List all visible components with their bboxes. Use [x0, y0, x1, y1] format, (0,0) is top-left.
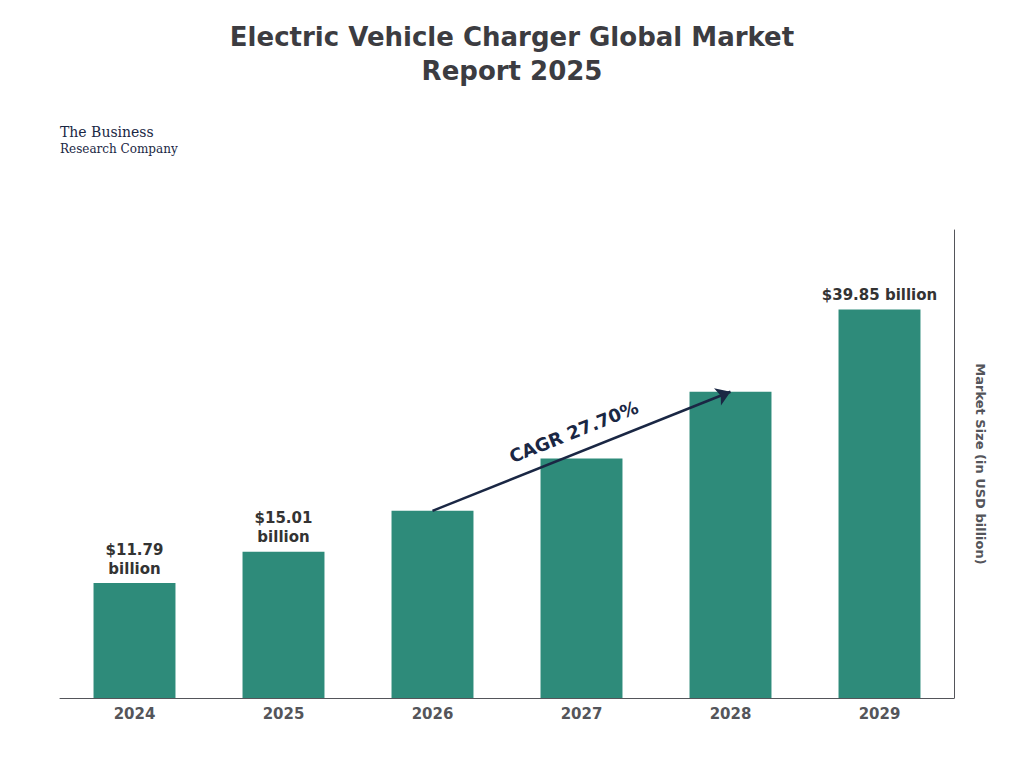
svg-text:$11.79: $11.79 [106, 541, 164, 559]
svg-text:2024: 2024 [114, 705, 156, 723]
svg-text:CAGR 27.70%: CAGR 27.70% [506, 397, 641, 467]
svg-text:2025: 2025 [263, 705, 305, 723]
svg-text:The Business: The Business [60, 124, 154, 140]
svg-text:2026: 2026 [412, 705, 454, 723]
svg-text:2027: 2027 [561, 705, 603, 723]
svg-text:Market Size (in USD billion): Market Size (in USD billion) [973, 363, 988, 564]
svg-text:billion: billion [257, 528, 309, 546]
svg-text:Electric Vehicle Charger Globa: Electric Vehicle Charger Global Market [230, 22, 794, 52]
svg-text:billion: billion [108, 560, 160, 578]
svg-text:2028: 2028 [710, 705, 752, 723]
svg-text:2029: 2029 [859, 705, 901, 723]
svg-text:$15.01: $15.01 [255, 509, 313, 527]
svg-text:$39.85 billion: $39.85 billion [822, 286, 937, 304]
svg-text:Report 2025: Report 2025 [422, 56, 603, 86]
svg-text:Research Company: Research Company [60, 142, 178, 156]
